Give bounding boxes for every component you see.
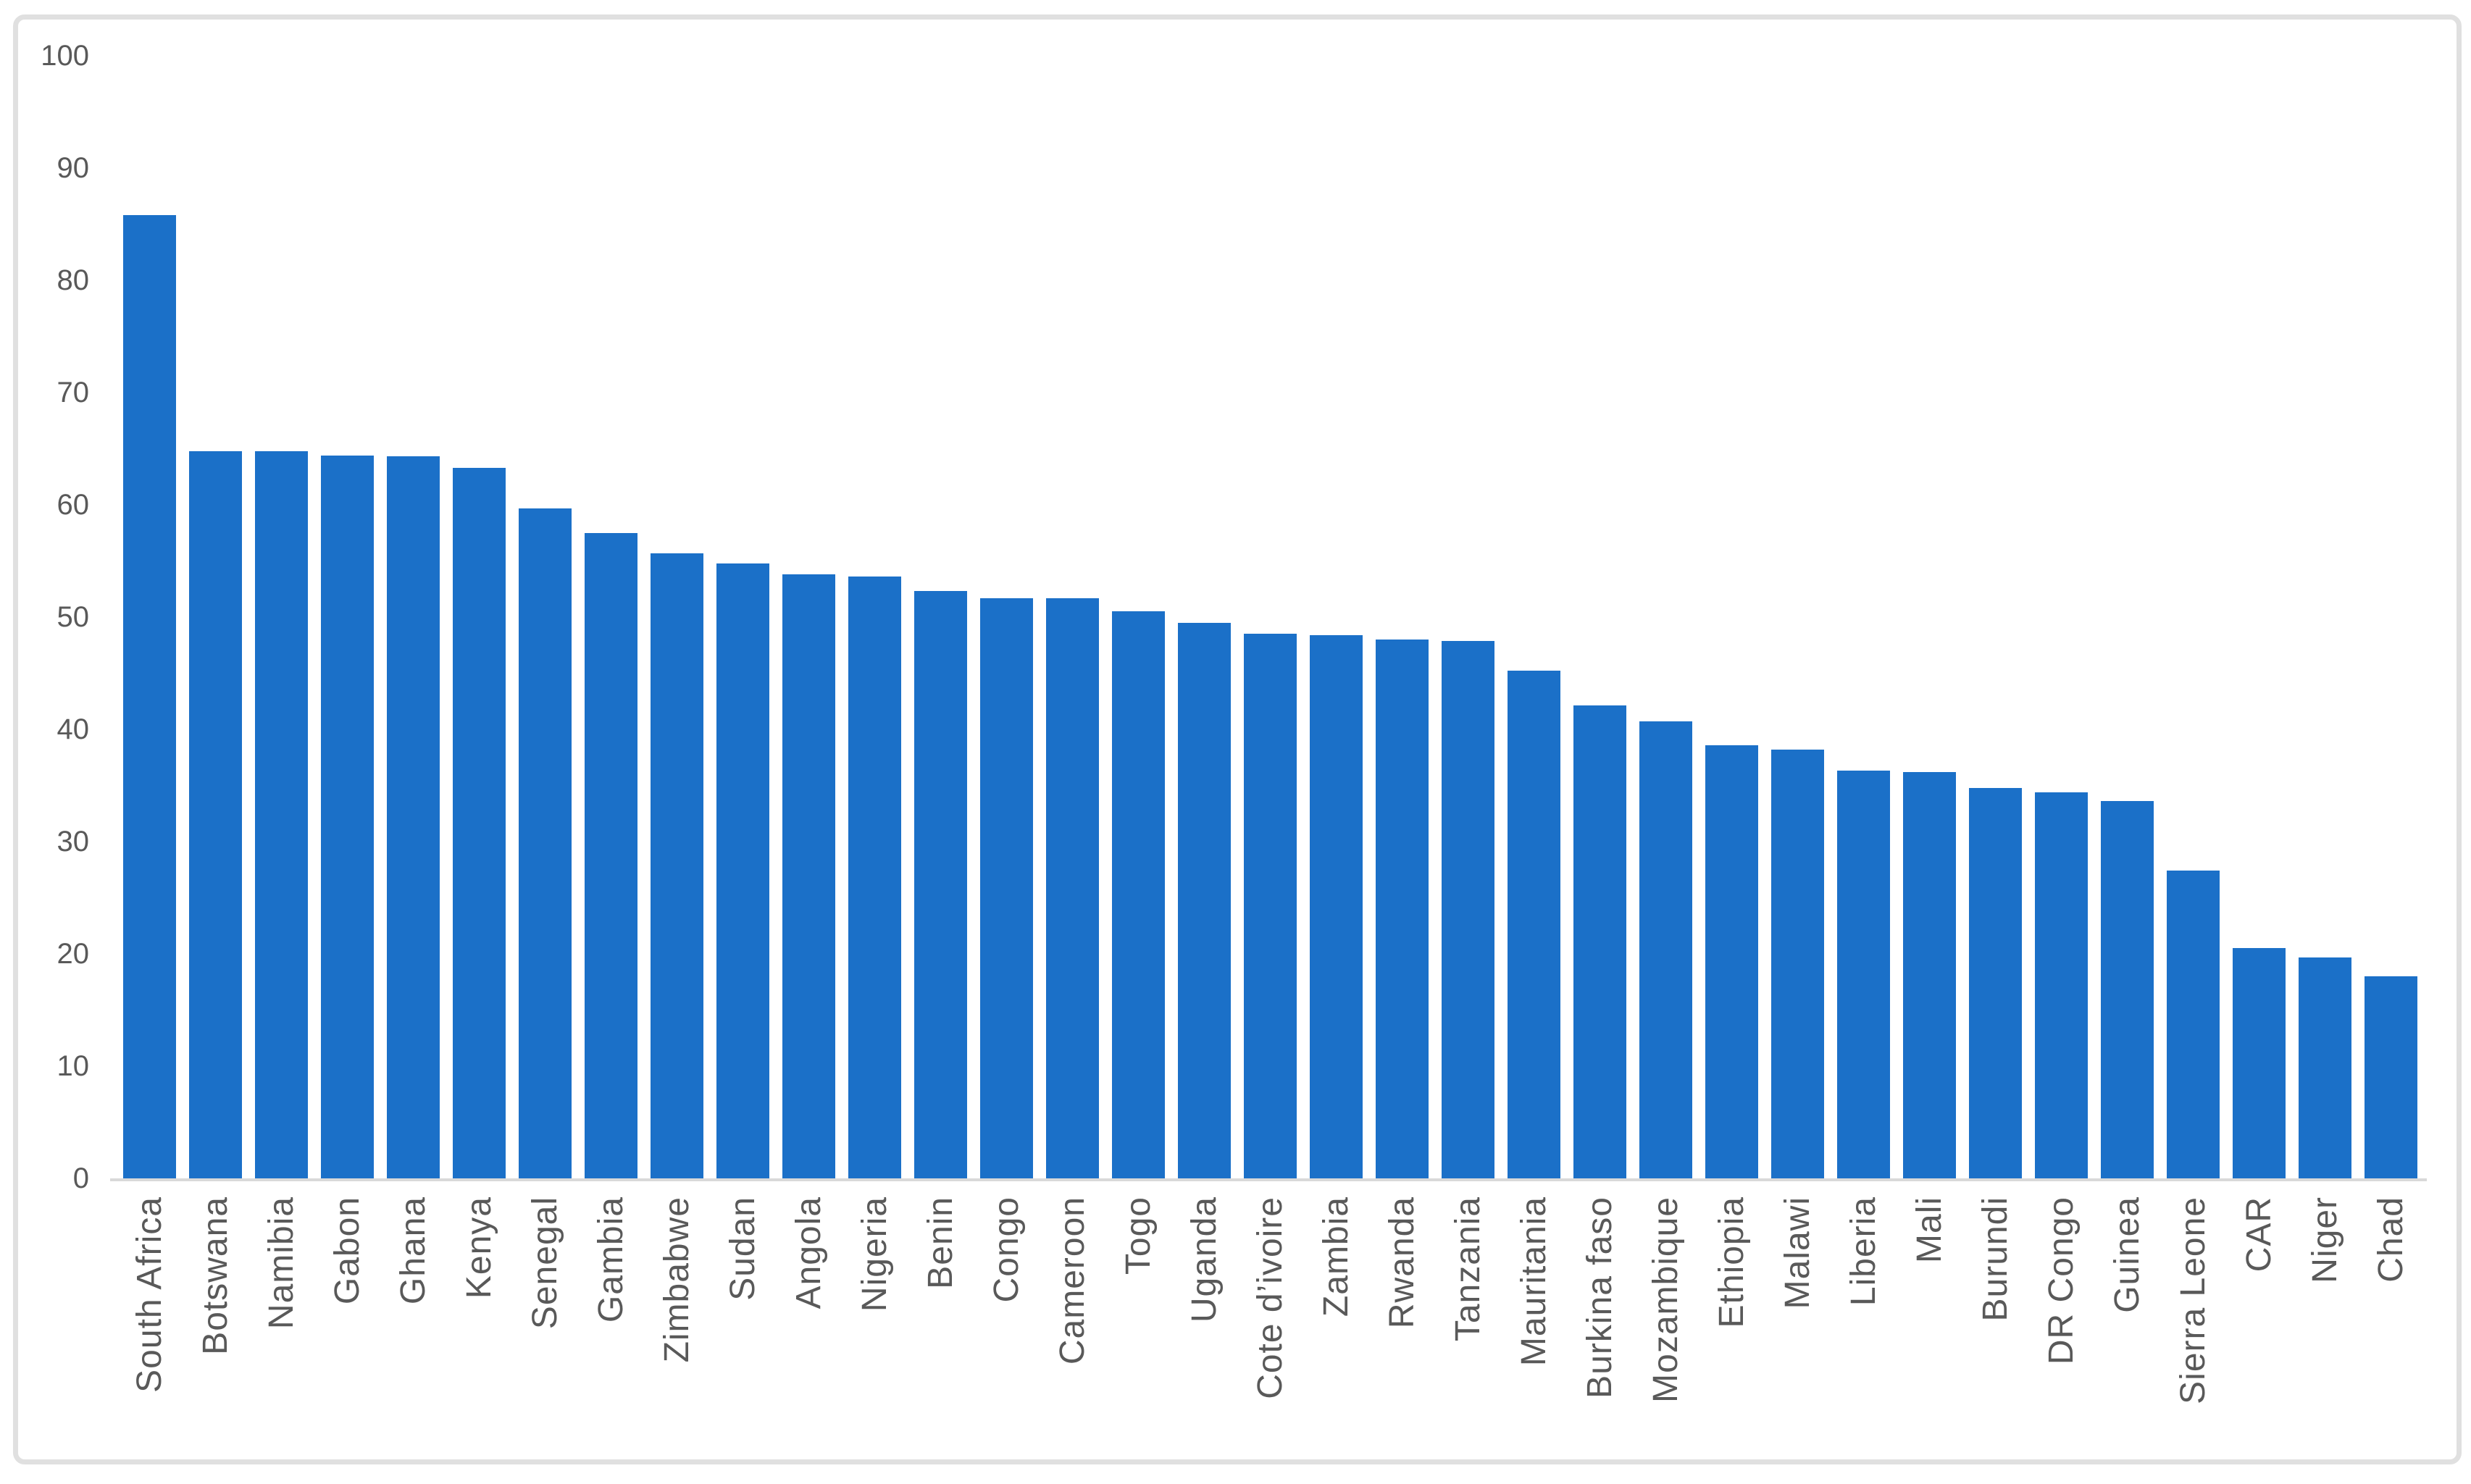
y-tick-label: 40 bbox=[57, 713, 90, 745]
y-tick-label: 60 bbox=[57, 489, 90, 521]
x-category-label: Guinea bbox=[2107, 1196, 2146, 1313]
x-category-label: Tanzania bbox=[1448, 1196, 1487, 1342]
y-tick-label: 10 bbox=[57, 1050, 90, 1082]
y-tick-label: 90 bbox=[57, 152, 90, 184]
x-category-label: Mauritania bbox=[1514, 1196, 1553, 1367]
x-category-label: Mozambique bbox=[1646, 1196, 1685, 1403]
bar bbox=[1112, 611, 1165, 1178]
x-category-label: Sudan bbox=[723, 1196, 762, 1301]
x-category-label: Senegal bbox=[525, 1196, 564, 1330]
bar bbox=[2233, 948, 2286, 1178]
x-category-label: Cameroon bbox=[1053, 1196, 1092, 1365]
bar bbox=[1705, 745, 1758, 1178]
bar bbox=[585, 532, 637, 1178]
x-category-label: Kenya bbox=[459, 1196, 498, 1299]
bar bbox=[1771, 749, 1824, 1178]
x-category-label: Chad bbox=[2371, 1196, 2410, 1283]
x-category-label: Malawi bbox=[1778, 1196, 1817, 1309]
x-category-label: Gambia bbox=[591, 1196, 630, 1323]
bar bbox=[1046, 598, 1099, 1178]
y-tick-label: 20 bbox=[57, 938, 90, 970]
x-category-label: Gabon bbox=[327, 1196, 367, 1305]
bar bbox=[1244, 634, 1297, 1178]
bar bbox=[1508, 671, 1560, 1178]
x-category-label: Burundi bbox=[1975, 1196, 2015, 1322]
x-category-label: Burkina faso bbox=[1580, 1196, 1619, 1399]
bar bbox=[980, 598, 1033, 1178]
x-category-label: Nigeria bbox=[855, 1196, 894, 1312]
x-category-label: Angola bbox=[789, 1196, 828, 1309]
bar bbox=[1639, 721, 1692, 1178]
bar bbox=[321, 455, 374, 1178]
bar bbox=[387, 456, 440, 1178]
bar bbox=[2035, 792, 2088, 1178]
y-tick-label: 50 bbox=[57, 601, 90, 633]
x-category-label: Liberia bbox=[1844, 1196, 1883, 1307]
bar bbox=[782, 574, 835, 1178]
bar bbox=[453, 467, 506, 1178]
bar bbox=[255, 450, 308, 1178]
x-category-label: Uganda bbox=[1184, 1196, 1224, 1323]
y-tick-label: 80 bbox=[57, 264, 90, 296]
bar bbox=[1903, 771, 1956, 1178]
x-category-label: CAR bbox=[2239, 1196, 2278, 1273]
x-category-label: Ghana bbox=[393, 1196, 432, 1305]
bar bbox=[651, 553, 703, 1178]
x-category-label: South Africa bbox=[130, 1196, 169, 1393]
x-category-label: Togo bbox=[1119, 1196, 1158, 1275]
x-category-label: Niger bbox=[2305, 1196, 2344, 1283]
x-category-label: Mali bbox=[1910, 1196, 1949, 1264]
x-category-label: Zambia bbox=[1316, 1196, 1355, 1317]
y-tick-label: 0 bbox=[72, 1162, 89, 1194]
x-category-label: Ethiopia bbox=[1712, 1196, 1751, 1328]
bar bbox=[1969, 787, 2022, 1178]
bar bbox=[848, 577, 901, 1178]
x-category-label: Namibia bbox=[262, 1196, 301, 1330]
bar bbox=[1442, 640, 1494, 1178]
bars bbox=[123, 56, 2417, 1178]
bar bbox=[1837, 771, 1890, 1178]
y-tick-label: 30 bbox=[57, 826, 90, 858]
bar bbox=[914, 591, 967, 1178]
bar bbox=[2101, 801, 2154, 1178]
bar bbox=[189, 450, 242, 1178]
x-category-label: Benin bbox=[921, 1196, 960, 1289]
bar bbox=[2299, 957, 2351, 1178]
x-axis-line bbox=[110, 1178, 2427, 1181]
x-category-label: Congo bbox=[987, 1196, 1026, 1303]
bar bbox=[123, 215, 176, 1178]
bar bbox=[2365, 976, 2417, 1178]
bar bbox=[1376, 640, 1429, 1178]
bar bbox=[1178, 622, 1231, 1178]
x-category-label: Sierra Leone bbox=[2173, 1196, 2212, 1404]
x-category-label: Cote d’ivoire bbox=[1250, 1196, 1289, 1399]
bar bbox=[519, 508, 572, 1178]
y-tick-label: 100 bbox=[41, 40, 89, 72]
x-category-label: Botswana bbox=[196, 1196, 235, 1355]
bar bbox=[2167, 871, 2220, 1178]
y-tick-label: 70 bbox=[57, 377, 90, 408]
bar bbox=[1310, 634, 1363, 1178]
bar bbox=[1573, 705, 1626, 1178]
x-category-label: Zimbabwe bbox=[657, 1196, 696, 1363]
bar bbox=[716, 563, 769, 1178]
x-category-label: Rwanda bbox=[1382, 1196, 1421, 1329]
x-category-label: DR Congo bbox=[2041, 1196, 2081, 1365]
